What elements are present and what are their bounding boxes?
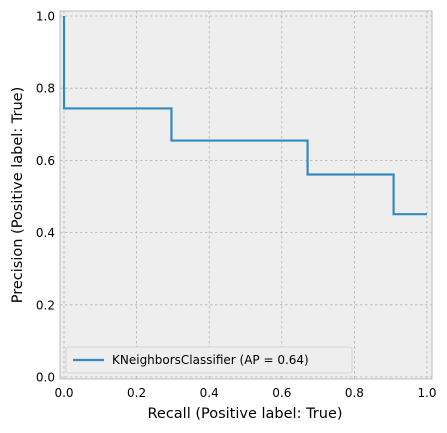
y-axis-label: Precision (Positive label: True) (10, 87, 26, 304)
x-axis-label: Recall (Positive label: True) (147, 406, 342, 422)
y-tick-label: 0.0 (36, 371, 55, 385)
plot-area (60, 11, 432, 379)
y-tick-label: 1.0 (36, 10, 55, 24)
x-tick-label: 0.8 (345, 386, 364, 400)
legend-label: KNeighborsClassifier (AP = 0.64) (112, 353, 309, 367)
series-line (62, 16, 427, 216)
legend: KNeighborsClassifier (AP = 0.64) (65, 346, 353, 374)
x-tick-label: 0.0 (54, 386, 73, 400)
series-layer (62, 16, 427, 216)
y-tick-label: 0.4 (36, 226, 55, 240)
x-tick-label: 0.6 (272, 386, 291, 400)
x-tick-label: 0.4 (200, 386, 219, 400)
grid (60, 11, 432, 379)
x-tick-label: 0.2 (127, 386, 146, 400)
x-tick-label: 1.0 (417, 386, 436, 400)
y-tick-label: 0.2 (36, 298, 55, 312)
plot-frame (59, 10, 433, 380)
y-tick-labels: 0.0 0.2 0.4 0.6 0.8 1.0 (36, 10, 55, 385)
legend-box (65, 346, 353, 374)
y-tick-label: 0.6 (36, 154, 55, 168)
y-tick-label: 0.8 (36, 82, 55, 96)
x-tick-labels: 0.0 0.2 0.4 0.6 0.8 1.0 (54, 386, 436, 400)
